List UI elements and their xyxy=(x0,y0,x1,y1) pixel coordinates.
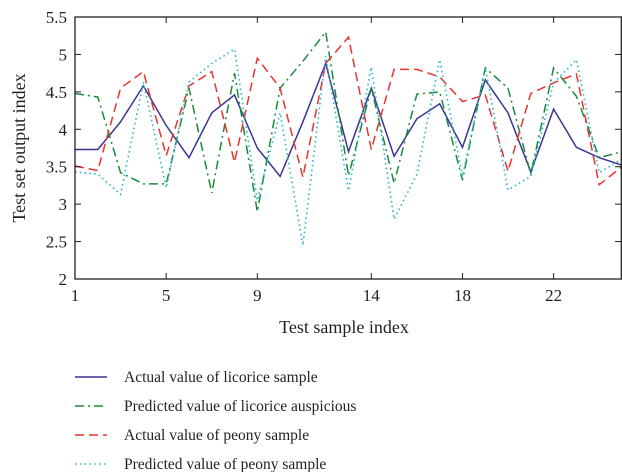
y-tick-label: 5 xyxy=(59,45,68,64)
plot-frame xyxy=(74,16,622,280)
y-axis-title: Test set output index xyxy=(9,73,29,222)
series-line-1 xyxy=(75,60,622,178)
y-tick-label: 3.5 xyxy=(46,158,67,177)
x-tick-label: 18 xyxy=(454,286,471,305)
x-ticks: 1 5 9 14 18 22 xyxy=(71,17,562,305)
x-axis-title: Test sample index xyxy=(279,317,409,337)
x-tick-label: 1 xyxy=(71,286,80,305)
series-lines xyxy=(74,30,622,246)
x-tick-label: 5 xyxy=(162,286,171,305)
x-tick-label: 14 xyxy=(363,286,381,305)
y-tick-label: 3 xyxy=(59,195,68,214)
y-tick-label: 2 xyxy=(59,270,68,289)
legend: Actual value of licorice sample Predicted… xyxy=(75,369,356,472)
y-tick-label: 5.5 xyxy=(46,8,67,27)
y-tick-label: 4 xyxy=(59,120,68,139)
legend-label-4: Predicted value of peony sample xyxy=(124,456,326,472)
legend-label-2: Predicted value of licorice auspicious xyxy=(124,398,356,415)
legend-label-3: Actual value of peony sample xyxy=(124,427,309,444)
x-tick-label: 9 xyxy=(253,286,262,305)
x-tick-label: 22 xyxy=(545,286,562,305)
legend-label-1: Actual value of licorice sample xyxy=(124,369,318,386)
y-tick-label: 2.5 xyxy=(46,233,67,252)
series-line-2 xyxy=(74,30,622,212)
y-ticks: 2 2.5 3 3.5 4 4.5 5 5.5 xyxy=(46,8,621,289)
series-line-3 xyxy=(74,35,622,187)
y-tick-label: 4.5 xyxy=(46,83,67,102)
